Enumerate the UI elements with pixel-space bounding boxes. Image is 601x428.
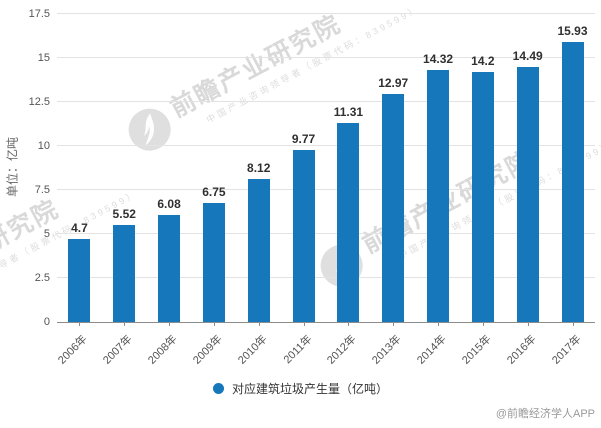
x-axis-tick	[527, 322, 529, 326]
bar	[337, 122, 360, 322]
x-tick-label: 2012年	[325, 333, 359, 367]
bars-container: 4.7 5.52 6.08 6.75 8.12 9.77 11.31 12.97 14.32 14…	[57, 14, 595, 326]
value-label: 9.77	[291, 132, 316, 147]
bar	[561, 41, 584, 322]
x-tick-label: 2015年	[459, 333, 494, 367]
gridline	[57, 57, 595, 58]
bar	[382, 93, 405, 322]
value-label: 4.7	[71, 221, 88, 236]
x-tick-label: 2006年	[56, 333, 91, 367]
bar-band: 15.93	[550, 14, 595, 326]
value-label: 14.49	[512, 48, 543, 63]
x-tick-label: 2014年	[415, 333, 449, 367]
x-tick-label-cell: 2012年	[325, 327, 371, 373]
bar-band: 14.32	[416, 14, 461, 326]
x-axis-labels: 2006年 2007年 2008年 2009年 2010年 2011年 2012年 2013年…	[56, 327, 595, 373]
x-tick-label-cell: 2008年	[146, 327, 192, 373]
bar-band: 12.97	[371, 14, 416, 326]
x-tick-label: 2016年	[504, 333, 539, 367]
gridline	[57, 13, 595, 14]
bar-band: 9.77	[281, 14, 326, 326]
x-tick-label: 2017年	[549, 333, 584, 367]
y-tick-label: 7.5	[34, 184, 50, 196]
x-tick-label-cell: 2006年	[56, 327, 102, 373]
y-tick-label: 0	[43, 316, 50, 328]
value-label: 6.75	[202, 185, 226, 200]
x-tick-label-cell: 2010年	[236, 327, 281, 373]
x-axis-tick	[124, 322, 126, 326]
x-tick-label-cell: 2016年	[505, 327, 550, 373]
x-tick-label: 2011年	[281, 333, 315, 367]
value-label: 14.2	[471, 54, 495, 69]
legend: 对应建筑垃圾产生量（亿吨）	[0, 380, 601, 397]
x-axis-tick	[169, 322, 171, 326]
x-tick-label: 2009年	[190, 333, 225, 367]
value-label: 5.52	[112, 206, 136, 221]
x-axis-tick	[482, 322, 484, 326]
x-axis-tick	[393, 322, 395, 326]
bar-band: 5.52	[102, 14, 147, 326]
x-tick-label-cell: 2017年	[550, 327, 595, 373]
bar	[202, 203, 225, 322]
bar	[427, 69, 450, 322]
x-tick-label-cell: 2009年	[191, 327, 236, 373]
legend-label: 对应建筑垃圾产生量（亿吨）	[231, 382, 388, 396]
x-axis-tick	[258, 322, 260, 326]
gridline	[57, 145, 595, 146]
bar	[247, 179, 270, 322]
x-axis-tick	[303, 322, 305, 326]
x-tick-label: 2013年	[370, 333, 404, 367]
value-label: 12.97	[378, 75, 409, 90]
bar	[113, 224, 136, 322]
x-axis-tick	[79, 322, 81, 326]
x-tick-label-cell: 2011年	[281, 327, 326, 373]
bar-band: 14.49	[505, 14, 550, 326]
value-label: 6.08	[157, 197, 181, 211]
x-axis-tick	[572, 322, 574, 326]
y-tick-label: 10	[37, 140, 50, 152]
gridline	[57, 277, 595, 278]
x-tick-label: 2010年	[235, 333, 270, 367]
y-tick-label: 12.5	[28, 96, 50, 108]
bar-band: 6.08	[147, 14, 192, 326]
x-tick-label-cell: 2014年	[415, 327, 461, 373]
bar	[516, 66, 539, 322]
bar-band: 14.2	[460, 14, 505, 326]
value-label: 11.31	[333, 104, 364, 119]
value-label: 15.93	[557, 23, 588, 38]
bar	[292, 150, 315, 322]
gridline	[57, 233, 595, 234]
x-axis-tick	[213, 322, 215, 326]
x-tick-label-cell: 2007年	[101, 327, 147, 373]
x-tick-label: 2008年	[146, 333, 180, 367]
x-axis-tick	[348, 322, 350, 326]
bar-band: 8.12	[236, 14, 281, 326]
source-credit: @前瞻经济学人APP	[495, 408, 595, 420]
bar	[471, 72, 494, 322]
y-tick-label: 5	[43, 228, 50, 240]
bar-band: 6.75	[191, 14, 236, 326]
bar-band: 11.31	[326, 14, 371, 326]
gridline	[57, 101, 595, 102]
bar	[68, 239, 91, 322]
legend-item[interactable]: 对应建筑垃圾产生量（亿吨）	[212, 380, 388, 397]
bar	[158, 215, 181, 322]
plot-area: 4.7 5.52 6.08 6.75 8.12 9.77 11.31 12.97 14.32 14…	[57, 13, 595, 326]
x-tick-label-cell: 2015年	[460, 327, 505, 373]
y-tick-label: 15	[37, 52, 50, 64]
y-tick-label: 2.5	[34, 272, 50, 284]
value-label: 8.12	[247, 161, 271, 176]
y-axis-labels: 0 2.5 5 7.5 10 12.5 15 17.5	[0, 8, 50, 328]
legend-marker-icon	[212, 383, 224, 394]
x-tick-label-cell: 2013年	[370, 327, 416, 373]
x-axis-tick	[438, 322, 440, 326]
bar-band: 4.7	[57, 14, 102, 326]
gridline	[57, 189, 595, 190]
y-tick-label: 17.5	[28, 8, 50, 20]
value-label: 14.32	[423, 51, 454, 66]
x-tick-label: 2007年	[101, 333, 135, 367]
